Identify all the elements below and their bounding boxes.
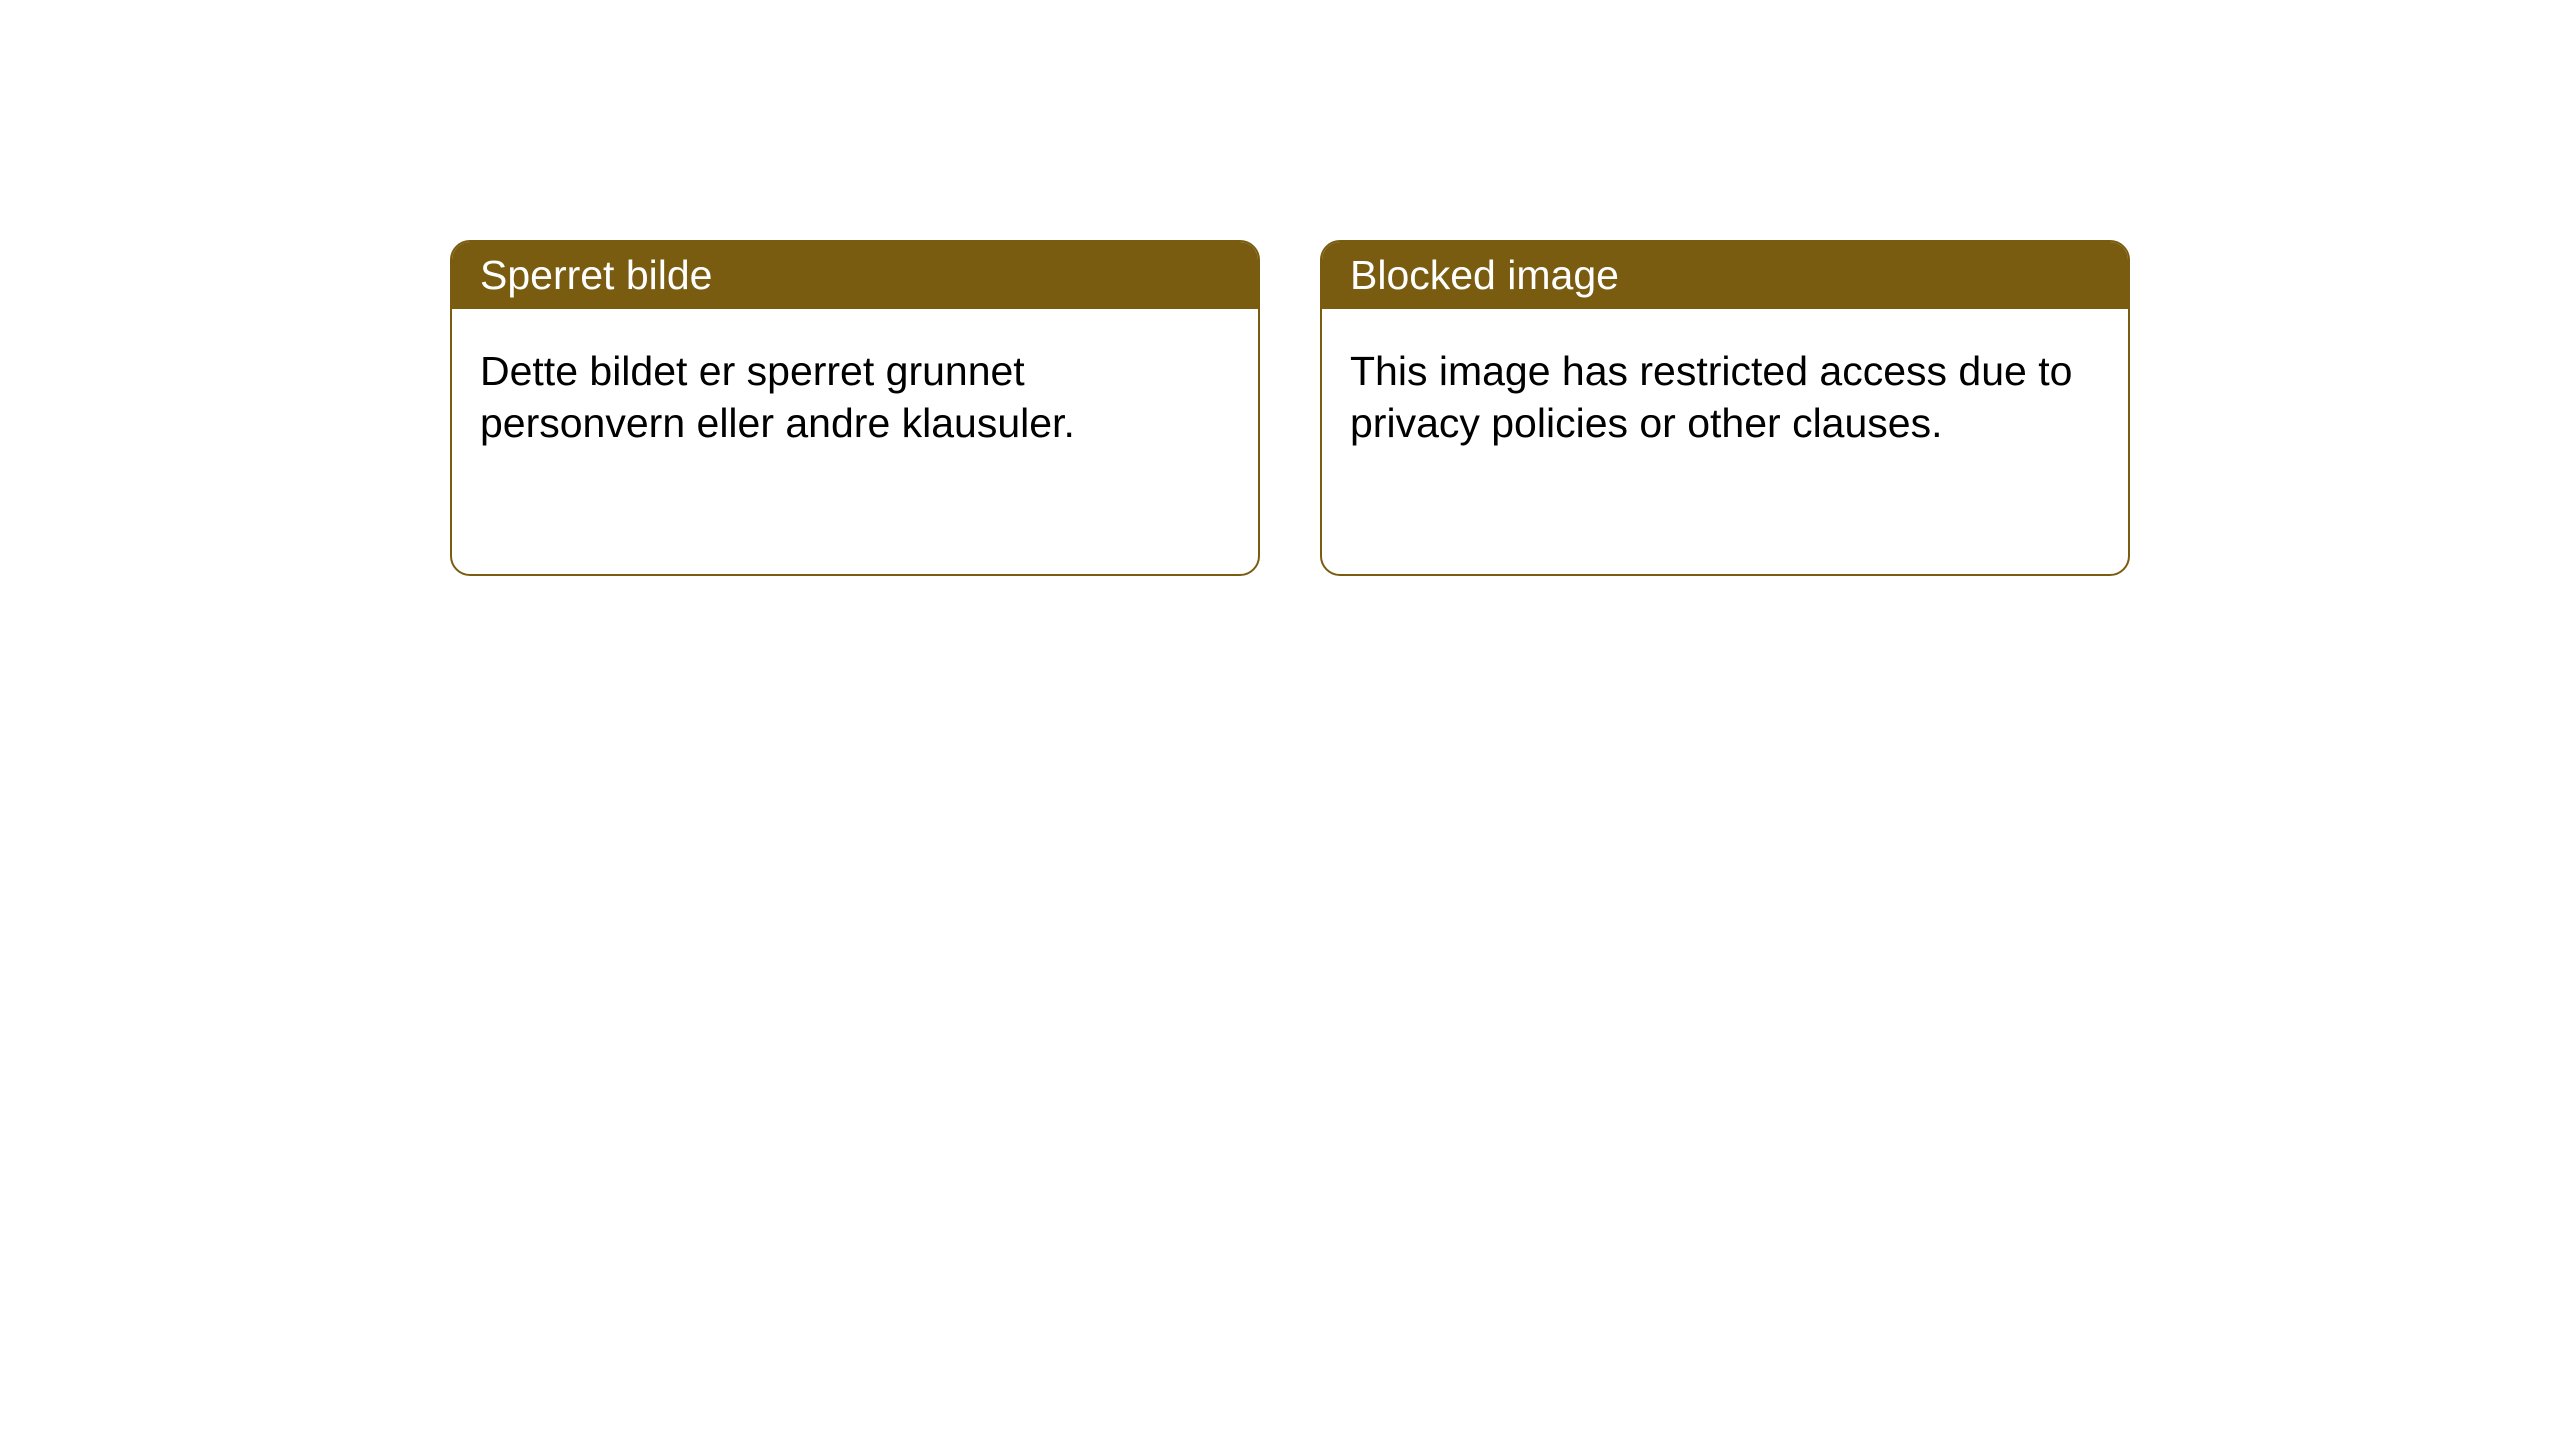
- notice-header: Sperret bilde: [452, 242, 1258, 309]
- notice-title: Sperret bilde: [480, 252, 712, 298]
- notice-body-text: Dette bildet er sperret grunnet personve…: [480, 348, 1075, 446]
- notice-title: Blocked image: [1350, 252, 1619, 298]
- notice-body: This image has restricted access due to …: [1322, 309, 2128, 486]
- notice-body: Dette bildet er sperret grunnet personve…: [452, 309, 1258, 486]
- notice-body-text: This image has restricted access due to …: [1350, 348, 2072, 446]
- notice-card-norwegian: Sperret bilde Dette bildet er sperret gr…: [450, 240, 1260, 576]
- notice-header: Blocked image: [1322, 242, 2128, 309]
- notice-card-english: Blocked image This image has restricted …: [1320, 240, 2130, 576]
- notice-container: Sperret bilde Dette bildet er sperret gr…: [0, 0, 2560, 576]
